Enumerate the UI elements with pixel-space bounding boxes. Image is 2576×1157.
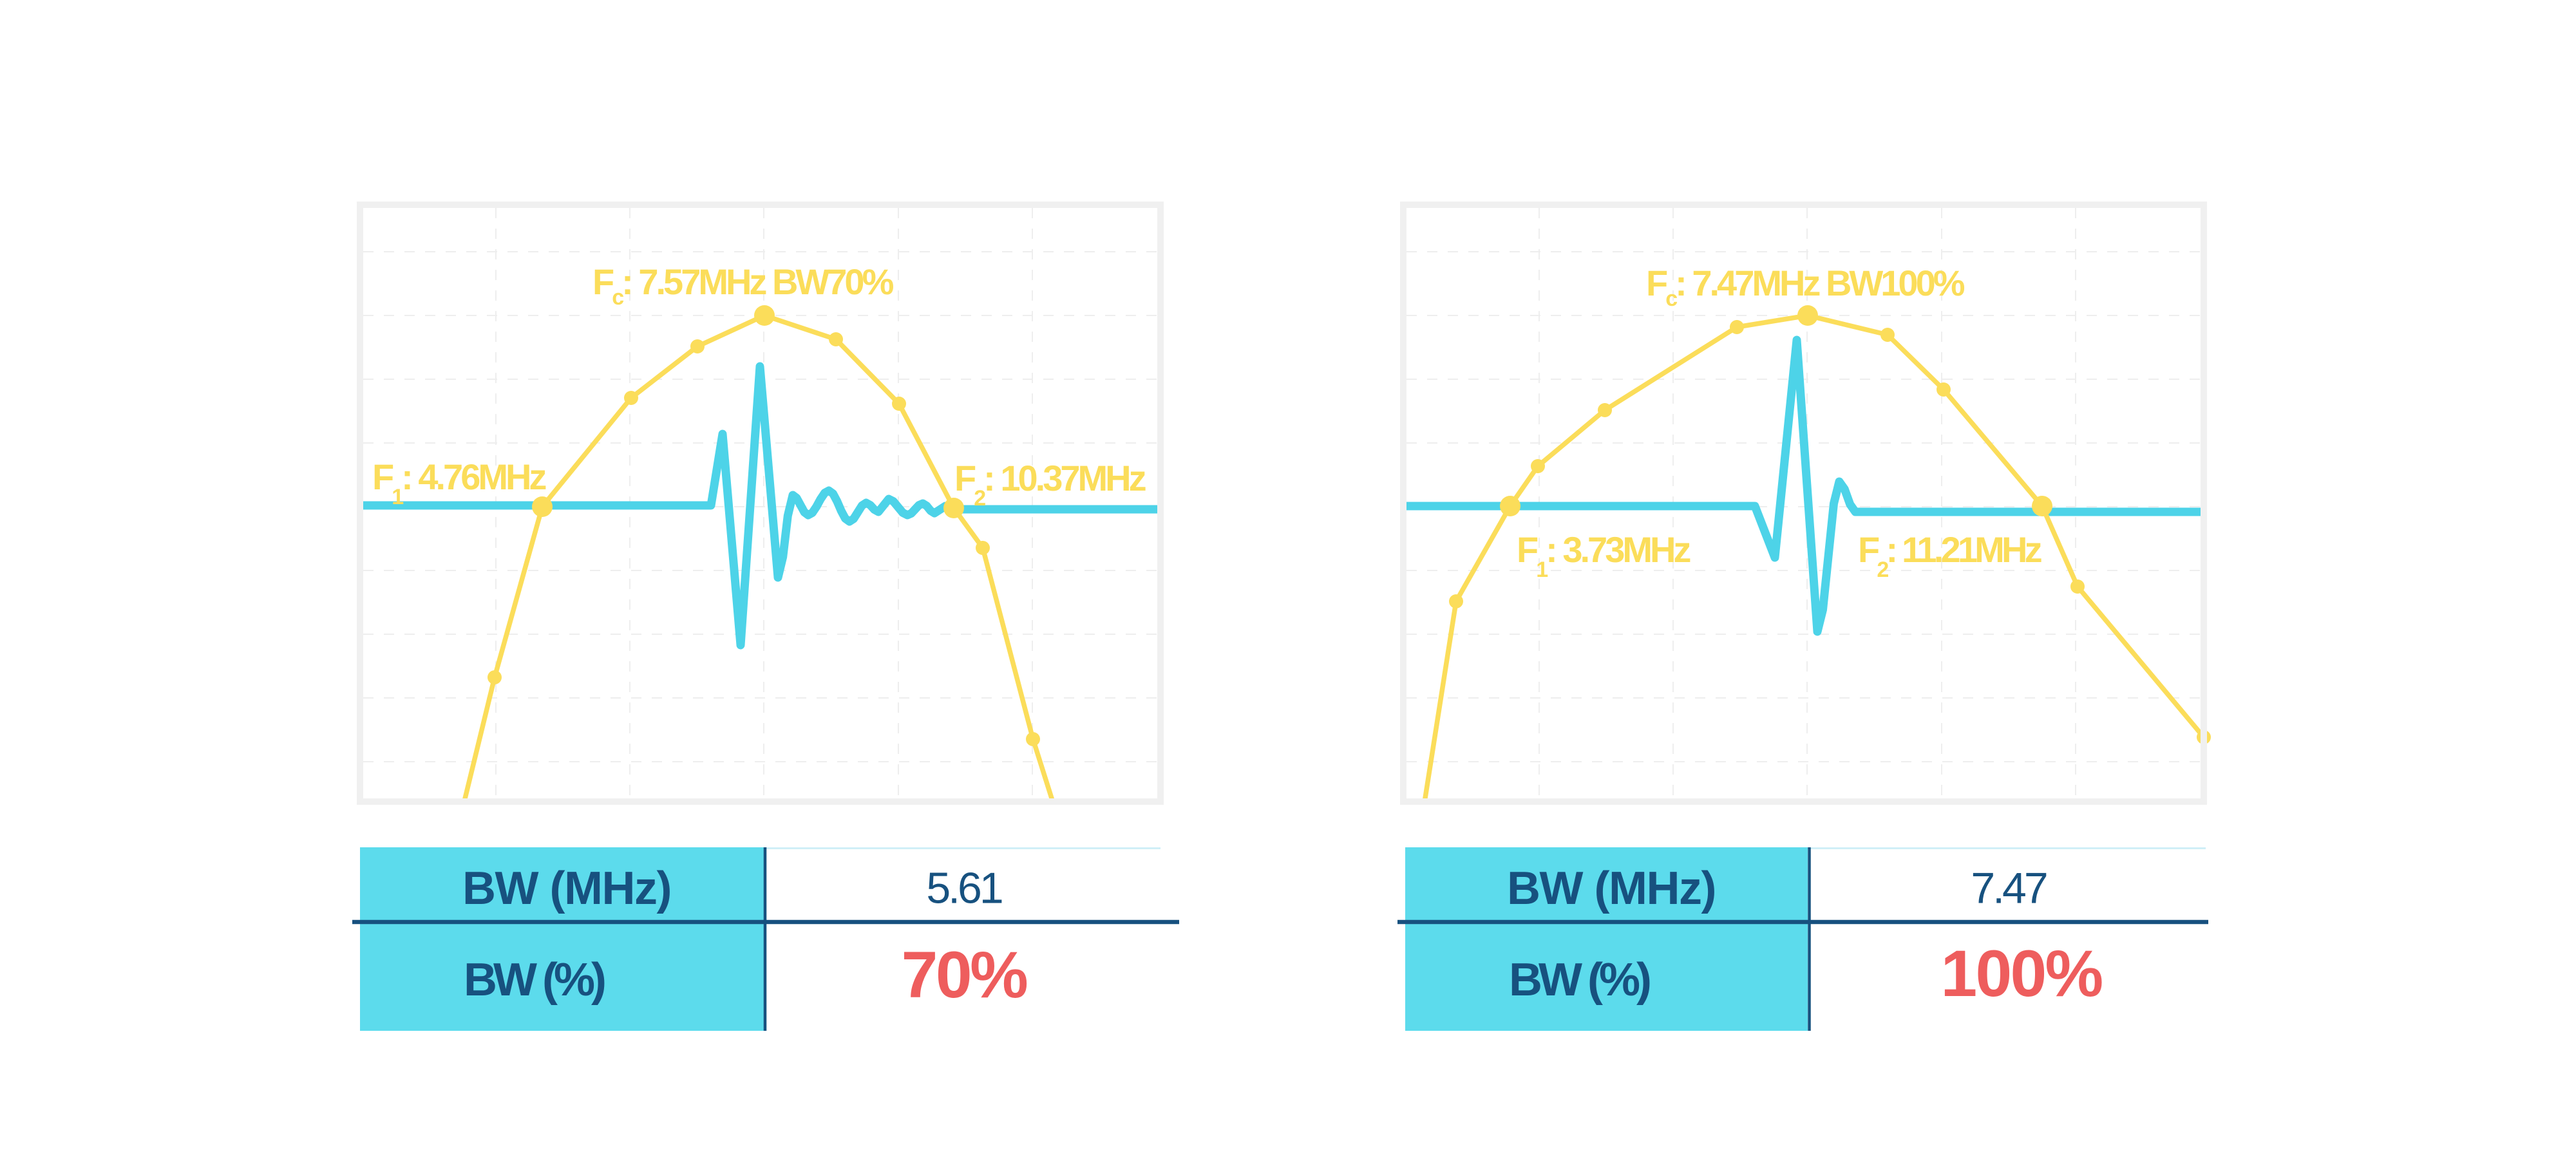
svg-text:BW (%): BW (%)	[1509, 954, 1650, 1006]
svg-text:BW (MHz): BW (MHz)	[462, 863, 671, 914]
svg-text:BW (MHz): BW (MHz)	[1507, 863, 1716, 914]
svg-text:BW (%): BW (%)	[464, 954, 605, 1006]
svg-text:Fc: 7.57MHz BW70%: Fc: 7.57MHz BW70%	[592, 261, 894, 310]
svg-text:100%: 100%	[1940, 937, 2101, 1010]
svg-text:7.47: 7.47	[1971, 864, 2047, 913]
svg-text:Fc: 7.47MHz BW100%: Fc: 7.47MHz BW100%	[1646, 263, 1965, 311]
svg-text:70%: 70%	[902, 938, 1027, 1011]
svg-text:5.61: 5.61	[926, 864, 1002, 913]
